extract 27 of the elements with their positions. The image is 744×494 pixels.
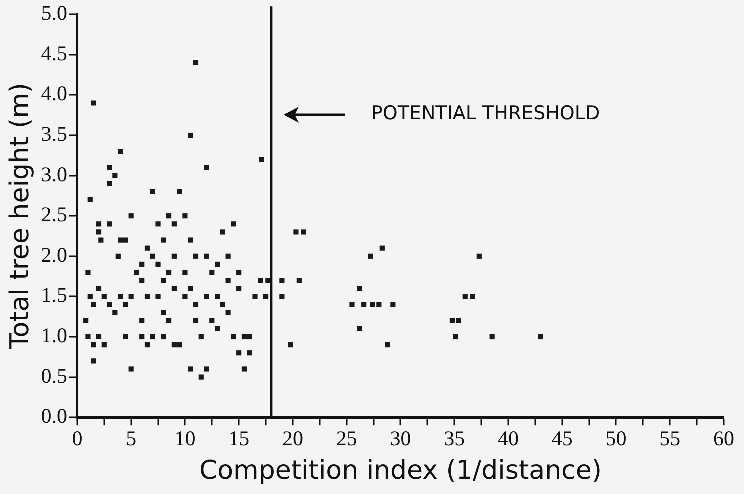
x-tick-label: 0 — [72, 426, 83, 451]
x-tick-label: 15 — [228, 426, 250, 451]
y-tick-label: 0.5 — [41, 364, 68, 388]
x-tick-label: 45 — [552, 426, 573, 451]
y-tick-label: 5.0 — [41, 1, 68, 26]
ref-line-label: POTENTIAL THRESHOLD — [371, 102, 600, 125]
y-tick-label: 4.0 — [41, 82, 68, 106]
x-tick-label: 30 — [390, 426, 412, 451]
y-tick-label: 0.0 — [41, 404, 68, 428]
x-tick-label: 5 — [126, 426, 137, 451]
x-tick-label: 20 — [282, 426, 304, 451]
y-axis-title: Total tree height (m) — [5, 82, 36, 350]
x-tick-label: 55 — [660, 426, 681, 451]
x-tick-label: 25 — [336, 426, 358, 451]
y-tick-label: 3.5 — [41, 122, 68, 146]
x-tick-label: 50 — [606, 426, 627, 451]
x-tick-label: 40 — [498, 426, 519, 451]
y-tick-label: 1.5 — [41, 283, 68, 308]
x-axis-title: Competition index (1/distance) — [199, 456, 602, 486]
x-tick-label: 35 — [444, 426, 466, 451]
y-tick-label: 2.0 — [41, 242, 68, 267]
y-tick-label: 2.5 — [41, 202, 68, 227]
x-tick-label: 60 — [714, 426, 734, 451]
x-tick-label: 10 — [174, 426, 196, 451]
y-tick-label: 3.0 — [41, 162, 68, 186]
y-tick-label: 1.0 — [41, 324, 68, 348]
y-tick-label: 4.5 — [41, 41, 68, 66]
